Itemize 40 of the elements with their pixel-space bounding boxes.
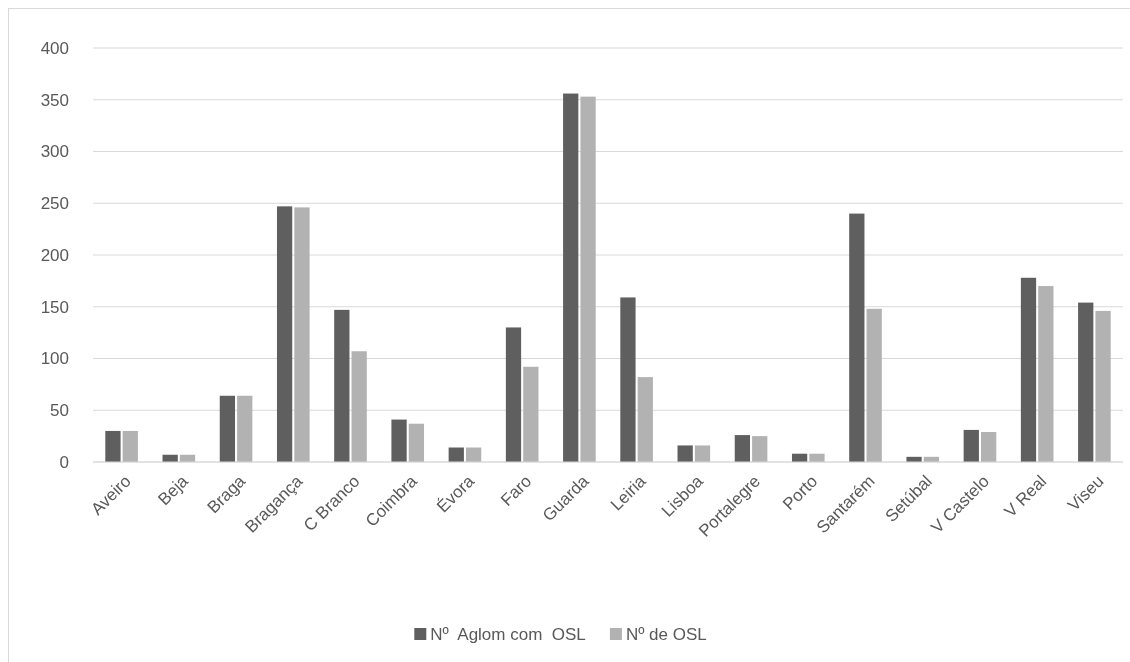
- bar: [1095, 310, 1111, 462]
- bar: [237, 395, 253, 462]
- bar: [122, 430, 138, 462]
- y-tick-label: 200: [40, 245, 69, 265]
- bar: [563, 93, 579, 462]
- y-tick-label: 300: [40, 142, 69, 162]
- x-tick-label: Beja: [154, 471, 193, 510]
- y-tick-label: 50: [50, 401, 69, 421]
- bar: [391, 419, 407, 462]
- bar: [219, 395, 236, 462]
- y-tick-label: 150: [40, 297, 69, 317]
- bar: [351, 351, 367, 462]
- y-tick-label: 0: [59, 452, 69, 472]
- y-tick-label: 350: [40, 90, 69, 110]
- bar: [866, 308, 882, 462]
- bar: [980, 431, 997, 462]
- bar: [849, 213, 865, 462]
- bar: [276, 206, 293, 462]
- bar: [734, 435, 751, 462]
- legend-label: Nº Aglom com OSL: [430, 624, 586, 644]
- y-tick-label: 100: [40, 349, 69, 369]
- bar: [1078, 302, 1094, 462]
- bar: [505, 327, 522, 462]
- bar: [1020, 277, 1037, 462]
- bar: [294, 207, 310, 462]
- bar: [963, 429, 979, 462]
- bar: [334, 309, 350, 462]
- bar: [523, 366, 539, 462]
- bar: [105, 430, 121, 462]
- bar: [620, 297, 636, 462]
- bar: [580, 96, 596, 462]
- bar: [677, 445, 693, 462]
- legend-label: Nº de OSL: [625, 624, 707, 644]
- bar: [408, 423, 425, 462]
- y-tick-label: 250: [40, 194, 69, 214]
- bar: [637, 377, 653, 462]
- bar: [752, 436, 768, 462]
- y-tick-label: 400: [40, 38, 69, 58]
- bar: [694, 445, 711, 462]
- bar: [1038, 286, 1054, 462]
